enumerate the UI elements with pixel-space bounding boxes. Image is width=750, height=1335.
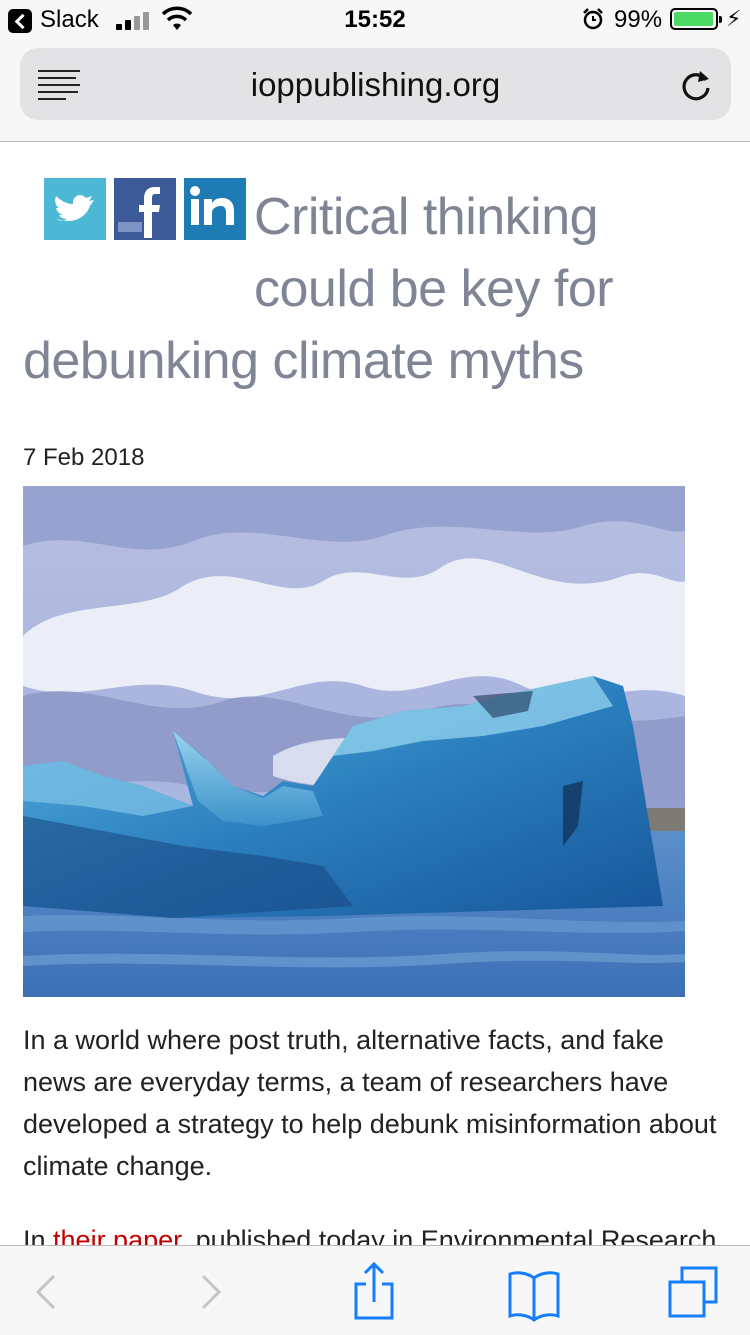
facebook-share-button[interactable] bbox=[114, 178, 176, 240]
back-icon[interactable] bbox=[2, 1246, 82, 1335]
facebook-icon bbox=[118, 187, 160, 238]
linkedin-share-button[interactable] bbox=[184, 178, 246, 240]
status-bar: Slack 15:52 99% ⚡︎ bbox=[0, 0, 750, 40]
article-title: Critical thinking could be key for debun… bbox=[23, 188, 614, 390]
address-bar[interactable]: ioppublishing.org bbox=[20, 48, 731, 120]
their-paper-link[interactable]: their paper bbox=[53, 1225, 181, 1245]
url-text[interactable]: ioppublishing.org bbox=[250, 66, 501, 103]
twitter-icon bbox=[55, 195, 94, 222]
article-content: Critical thinking could be key for debun… bbox=[0, 141, 750, 1245]
share-icon[interactable] bbox=[334, 1246, 414, 1335]
iceberg-photo bbox=[23, 486, 685, 997]
battery-icon bbox=[670, 8, 722, 30]
article-paragraph: In their paper, published today in Envir… bbox=[23, 1219, 723, 1245]
charging-icon: ⚡︎ bbox=[726, 6, 742, 31]
forward-icon[interactable] bbox=[171, 1246, 251, 1335]
bookmarks-icon[interactable] bbox=[494, 1246, 574, 1335]
browser-toolbar bbox=[0, 1245, 750, 1335]
signal-icon bbox=[116, 10, 152, 30]
wifi-icon bbox=[162, 6, 192, 30]
alarm-icon bbox=[583, 8, 603, 30]
clock-time: 15:52 bbox=[344, 6, 406, 33]
article-date: 7 Feb 2018 bbox=[23, 444, 145, 471]
reload-icon[interactable] bbox=[678, 68, 714, 104]
twitter-share-button[interactable] bbox=[44, 178, 106, 240]
paragraph-text: , published today in Environmental Resea… bbox=[180, 1225, 717, 1245]
back-to-app-label[interactable]: Slack bbox=[40, 6, 99, 33]
article-paragraph: In a world where post truth, alternative… bbox=[23, 1025, 717, 1181]
linkedin-icon bbox=[190, 186, 234, 225]
tabs-icon[interactable] bbox=[654, 1246, 734, 1335]
back-arrow-icon[interactable] bbox=[8, 9, 32, 33]
browser-address-area: ioppublishing.org bbox=[0, 40, 750, 142]
battery-percent: 99% bbox=[614, 6, 663, 33]
reader-view-icon[interactable] bbox=[38, 70, 80, 100]
paragraph-text: In bbox=[23, 1225, 54, 1245]
